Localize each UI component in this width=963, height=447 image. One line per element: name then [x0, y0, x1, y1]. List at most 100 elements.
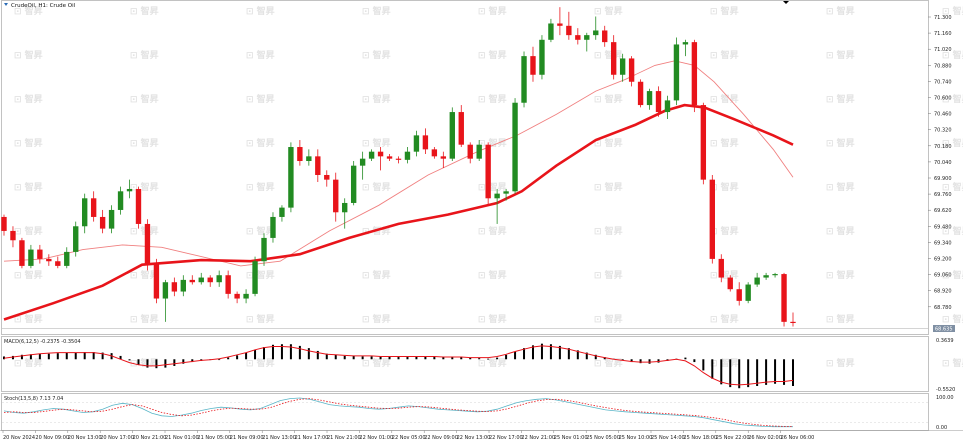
macd-bar	[747, 359, 750, 388]
macd-bar	[191, 359, 194, 363]
watermark-text: ⊡ 智昇	[246, 269, 275, 281]
macd-bar	[657, 359, 660, 363]
time-tick-label: 25 Nov 14:00	[651, 435, 685, 441]
macd-bar	[83, 352, 86, 360]
macd-bar	[164, 359, 167, 368]
candle-body	[422, 135, 429, 150]
macd-bar	[433, 357, 436, 360]
watermark-text: ⊡ 智昇	[246, 49, 275, 61]
macd-bar	[460, 357, 463, 360]
candle-body	[189, 279, 195, 283]
candle-body	[602, 30, 608, 43]
candle-body	[727, 277, 733, 290]
watermark-text: ⊡ 智昇	[246, 181, 275, 193]
macd-bar	[218, 359, 221, 361]
time-tick-label: 25 Nov 18:00	[683, 435, 717, 441]
candle-body	[386, 156, 393, 159]
watermark-text: ⊡ 智昇	[130, 313, 159, 325]
price-tick-label: 71.160	[934, 31, 952, 37]
macd-top-label: 0.3639	[936, 338, 954, 344]
macd-bar	[792, 359, 794, 386]
watermark-text: ⊡ 智昇	[478, 269, 507, 281]
watermark-text: ⊡ 智昇	[594, 357, 623, 369]
watermark-text: ⊡ 智昇	[14, 269, 43, 281]
candle-body	[781, 274, 787, 322]
watermark-text: ⊡ 智昇	[710, 5, 739, 17]
macd-bar	[648, 359, 651, 364]
macd-bar	[137, 359, 140, 365]
candle-body	[467, 144, 473, 159]
candle-body	[82, 198, 88, 227]
macd-bar	[558, 345, 561, 360]
symbol-dropdown-icon[interactable]	[4, 3, 8, 6]
macd-bar	[263, 347, 266, 360]
price-tick-label: 70.600	[934, 96, 952, 102]
stoch-main-line	[3, 397, 793, 428]
time-tick-label: 20 Nov 13:00	[68, 435, 102, 441]
candle-body	[395, 158, 402, 160]
watermark-text: ⊡ 智昇	[826, 269, 855, 281]
watermark-text: ⊡ 智昇	[826, 137, 855, 149]
candle-body	[790, 321, 796, 324]
watermark-text: ⊡ 智昇	[594, 93, 623, 105]
watermark-text: ⊡ 智昇	[362, 357, 391, 369]
ma-slow-layer	[3, 103, 794, 321]
candle-body	[108, 209, 115, 229]
time-tick-label: 21 Nov 05:00	[197, 435, 231, 441]
macd-bar	[316, 350, 319, 360]
time-tick-label: 22 Nov 13:00	[457, 435, 491, 441]
macd-bar	[549, 344, 552, 360]
candle-body	[333, 179, 339, 213]
price-tick-label: 68.780	[934, 305, 952, 311]
macd-bar	[505, 354, 508, 360]
watermark-text: ⊡ 智昇	[942, 181, 963, 193]
macd-bar	[245, 352, 248, 360]
time-tick-label: 21 Nov 21:00	[327, 435, 361, 441]
candle-body	[512, 102, 518, 192]
candle-body	[55, 261, 61, 266]
macd-bar	[756, 359, 759, 386]
macd-bar	[20, 354, 23, 360]
macd-bar	[325, 353, 328, 360]
watermark-text: ⊡ 智昇	[478, 93, 507, 105]
candle-body	[324, 174, 330, 180]
watermark-text: ⊡ 智昇	[710, 313, 739, 325]
watermark-text: ⊡ 智昇	[14, 225, 43, 237]
candle-body	[261, 237, 267, 262]
candle-body	[736, 289, 742, 301]
macd-bar	[594, 354, 597, 360]
candle-body	[745, 284, 751, 301]
macd-bar	[478, 358, 481, 360]
time-tick-label: 25 Nov 05:00	[586, 435, 620, 441]
macd-bar	[227, 357, 230, 360]
price-tick-label: 71.020	[934, 47, 952, 53]
macd-bar	[738, 359, 741, 389]
panel-frames	[0, 0, 963, 431]
candle-body	[64, 251, 70, 266]
candle-body	[458, 112, 464, 145]
candle-body	[700, 105, 707, 180]
macd-bar	[603, 357, 606, 360]
macd-bar	[702, 359, 705, 371]
macd-layer	[3, 343, 794, 389]
watermark-text: ⊡ 智昇	[942, 313, 963, 325]
macd-bar	[271, 344, 274, 360]
candle-body	[404, 151, 411, 160]
candle-body	[691, 42, 698, 106]
time-tick-label: 20 Nov 09:00	[35, 435, 69, 441]
candle-body	[593, 30, 599, 36]
candle-body	[288, 147, 294, 208]
watermark-text: ⊡ 智昇	[362, 49, 391, 61]
watermark-text: ⊡ 智昇	[710, 93, 739, 105]
time-tick-label: 20 Nov 17:00	[100, 435, 134, 441]
candle-body	[619, 58, 626, 75]
watermark-text: ⊡ 智昇	[130, 49, 159, 61]
watermark-text: ⊡ 智昇	[826, 357, 855, 369]
current-price-badge	[933, 325, 955, 332]
ma-slow-line	[3, 103, 794, 321]
shift-marker-icon[interactable]	[783, 1, 789, 4]
candle-body	[485, 144, 491, 199]
